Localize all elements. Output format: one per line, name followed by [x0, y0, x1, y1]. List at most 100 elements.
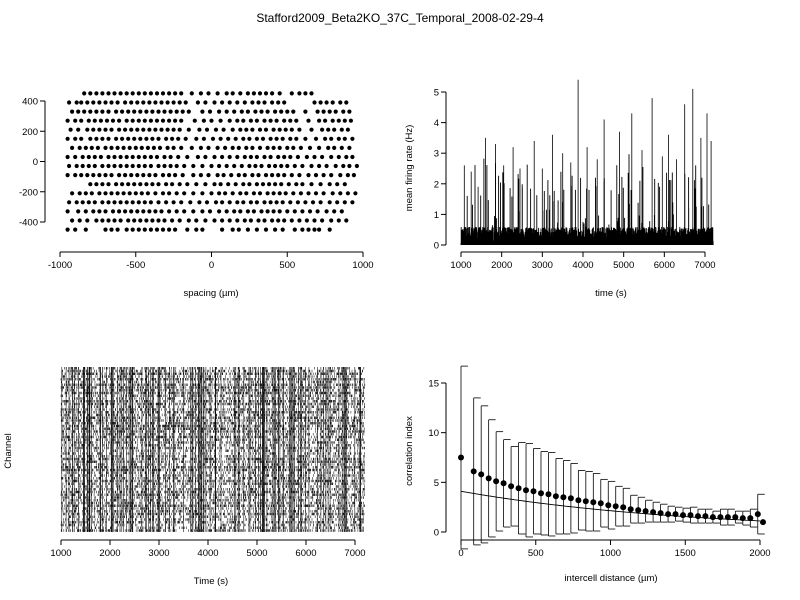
layout-point — [186, 109, 191, 114]
layout-point — [88, 91, 93, 96]
layout-point — [339, 209, 344, 214]
layout-point — [124, 118, 129, 123]
layout-point — [338, 173, 343, 178]
layout-point — [176, 136, 181, 141]
layout-point — [191, 191, 196, 196]
layout-point — [244, 191, 249, 196]
correlation-point — [672, 511, 679, 518]
layout-point — [167, 209, 172, 214]
layout-point — [218, 182, 223, 187]
layout-point — [262, 218, 267, 223]
layout-point — [142, 154, 147, 160]
layout-point — [157, 145, 163, 150]
layout-point — [170, 182, 175, 187]
layout-point — [176, 154, 181, 160]
layout-point — [232, 163, 237, 169]
layout-point — [194, 227, 199, 232]
correlation-point — [458, 454, 464, 461]
x-tick-label: 6000 — [654, 260, 675, 271]
layout-point — [83, 209, 88, 214]
layout-point — [344, 218, 349, 223]
rate-background-trace — [460, 154, 714, 245]
layout-point — [180, 109, 185, 114]
layout-point — [310, 200, 316, 205]
layout-point — [106, 218, 111, 223]
layout-point — [317, 118, 322, 123]
y-tick-label: 5 — [434, 478, 439, 489]
layout-point — [260, 136, 266, 141]
layout-point — [235, 154, 240, 160]
correlation-point — [500, 480, 507, 487]
layout-point — [115, 100, 120, 105]
layout-point — [317, 227, 322, 232]
layout-point — [164, 200, 169, 205]
layout-point — [350, 154, 355, 160]
correlation-point — [575, 497, 582, 504]
correlation-point — [717, 514, 724, 521]
layout-point — [289, 173, 294, 178]
layout-point — [141, 100, 146, 105]
layout-point — [112, 200, 117, 205]
layout-point — [201, 118, 206, 123]
layout-point — [200, 227, 205, 232]
layout-point — [114, 136, 119, 141]
layout-point — [259, 109, 264, 114]
layout-point — [345, 191, 350, 196]
layout-point — [70, 109, 75, 114]
layout-point — [267, 182, 272, 187]
layout-point — [227, 218, 232, 223]
correlation-point — [702, 513, 709, 520]
layout-point — [74, 100, 79, 105]
layout-point — [85, 100, 90, 105]
layout-point — [333, 109, 338, 114]
layout-point — [124, 227, 129, 232]
x-tick-label: 500 — [528, 548, 544, 559]
layout-point — [130, 200, 135, 205]
y-tick-label: 200 — [22, 127, 38, 138]
layout-point — [327, 109, 332, 114]
correlation-point — [680, 512, 686, 519]
correlation-axes: 0 500 1000 1500 2000 0 5 10 15 — [428, 379, 770, 560]
layout-point — [110, 209, 116, 214]
layout-point — [192, 118, 197, 123]
x-tick-label: 3000 — [532, 260, 553, 271]
x-tick-label: 5000 — [613, 260, 634, 271]
layout-point — [239, 163, 244, 169]
layout-point — [276, 173, 281, 178]
layout-point — [289, 91, 294, 96]
layout-point — [285, 209, 290, 214]
layout-point — [85, 218, 90, 223]
x-tick-label: 0 — [458, 548, 463, 559]
layout-point — [162, 163, 167, 169]
layout-point — [148, 118, 153, 123]
layout-point — [279, 163, 284, 169]
layout-point — [150, 218, 155, 223]
layout-point — [341, 109, 346, 114]
layout-point — [144, 218, 149, 223]
y-tick-label: 10 — [428, 428, 439, 439]
layout-point — [117, 173, 122, 178]
layout-point — [254, 154, 259, 160]
layout-point — [130, 91, 135, 96]
layout-point — [280, 136, 285, 141]
layout-point — [136, 200, 141, 205]
layout-point — [330, 100, 335, 105]
layout-point — [67, 163, 72, 169]
layout-point — [136, 91, 141, 96]
layout-point — [241, 200, 246, 205]
raster-spikes — [60, 367, 366, 532]
layout-point — [132, 109, 137, 114]
layout-point — [254, 200, 259, 205]
layout-point — [335, 200, 340, 205]
layout-point — [100, 109, 105, 114]
layout-point — [212, 154, 217, 160]
layout-point — [223, 145, 228, 150]
layout-point — [323, 136, 328, 141]
x-tick-label: 1500 — [675, 548, 696, 559]
layout-point — [130, 163, 135, 169]
layout-point — [282, 154, 287, 160]
layout-point — [233, 182, 238, 187]
layout-point — [271, 145, 276, 150]
layout-point — [342, 118, 347, 123]
layout-point — [327, 200, 332, 205]
